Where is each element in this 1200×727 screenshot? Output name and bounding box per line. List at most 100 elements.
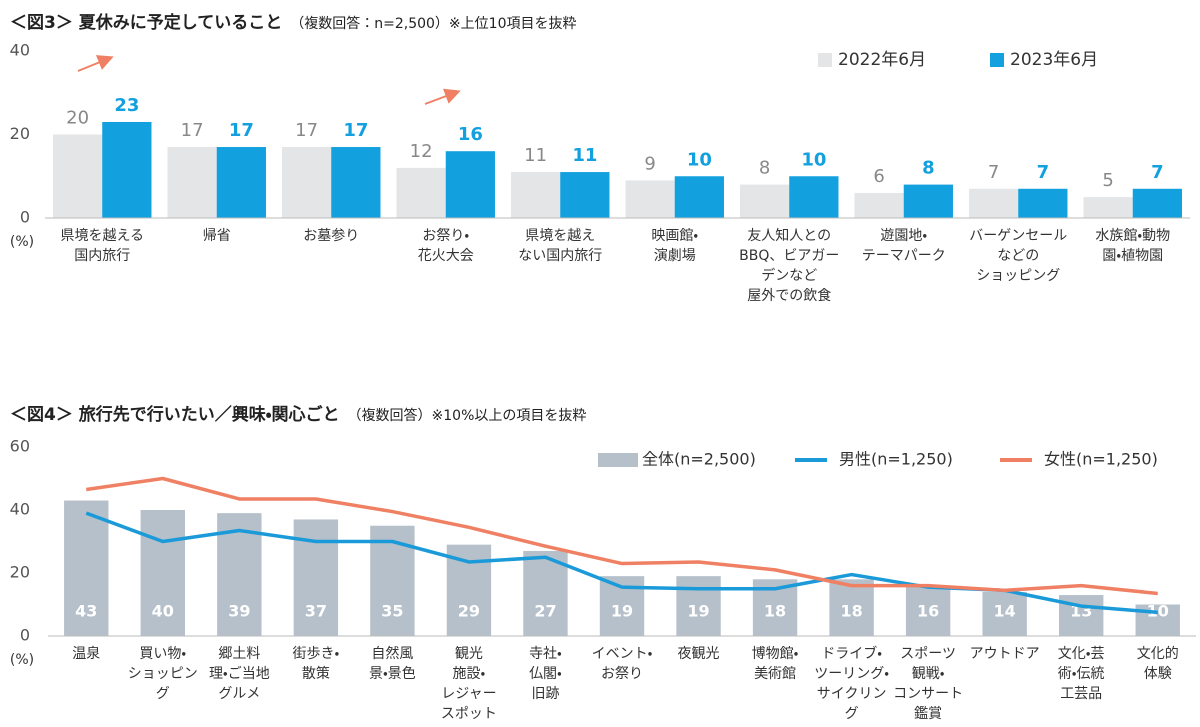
x-tick-label: 温泉: [72, 646, 101, 662]
x-tick-label: 寺社・ 仏閣・ 旧跡: [529, 646, 562, 702]
bar: [64, 500, 109, 636]
bar: [789, 176, 839, 218]
bar: [331, 147, 381, 218]
value-label: 23: [114, 95, 139, 116]
x-tick-label: 文化・芸 術・伝統 工芸品: [1057, 646, 1105, 702]
bar: [167, 147, 217, 218]
y-tick-label: 20: [10, 124, 30, 143]
x-tick-label: 友人知人との BBQ、ビアガー デンなど 屋外での飲食: [739, 228, 840, 304]
bar: [674, 176, 724, 218]
chart-title: ＜図3＞ 夏休みに予定していること （複数回答：n=2,500）※上位10項目を抜…: [10, 8, 576, 33]
value-label: 8: [922, 158, 935, 179]
y-tick-label: 0: [20, 626, 30, 645]
y-axis-label: (%): [10, 234, 34, 250]
x-tick-label: 買い物・ ショッピング: [127, 646, 198, 702]
legend-label: 2022年6月: [838, 50, 926, 70]
legend-label: 2023年6月: [1010, 50, 1098, 70]
x-tick-label: 帰省: [202, 228, 231, 244]
value-label: 43: [75, 602, 97, 621]
bar: [216, 147, 266, 218]
x-tick-label: 夜観光: [677, 646, 720, 662]
x-tick-label: 県境を越え ない国内旅行: [518, 228, 603, 264]
value-label: 10: [801, 149, 826, 170]
value-label: 11: [572, 145, 597, 166]
value-label: 7: [988, 162, 999, 183]
bar: [511, 172, 561, 218]
x-tick-label: 文化的 体験: [1136, 646, 1179, 682]
bar: [905, 585, 951, 636]
bar: [676, 576, 721, 636]
value-label: 17: [229, 120, 254, 141]
legend-swatch: [818, 53, 832, 67]
value-label: 19: [687, 602, 709, 621]
x-tick-label: 街歩き・ 散策: [292, 646, 340, 682]
value-label: 35: [381, 602, 403, 621]
value-label: 18: [840, 602, 862, 621]
bar: [1018, 188, 1068, 218]
value-label: 5: [1102, 170, 1113, 191]
legend-swatch: [598, 453, 638, 467]
value-label: 8: [759, 158, 770, 179]
value-label: 10: [687, 149, 712, 170]
y-tick-label: 0: [20, 208, 30, 227]
bar: [523, 550, 568, 636]
bar: [282, 147, 332, 218]
value-label: 6: [873, 166, 884, 187]
bar: [140, 510, 185, 636]
x-tick-label: 水族館・動物 園・植物園: [1095, 228, 1171, 264]
value-label: 40: [152, 602, 174, 621]
trend-arrow: [424, 88, 461, 105]
value-label: 7: [1037, 162, 1050, 183]
value-label: 29: [458, 602, 480, 621]
bar: [560, 172, 610, 218]
value-label: 9: [644, 153, 655, 174]
bar: [53, 134, 103, 218]
title-text: ＜図3＞ 夏休みに予定していること: [10, 13, 283, 33]
value-label: 17: [343, 120, 368, 141]
bar: [903, 184, 953, 218]
x-tick-label: 郷土料 理・ご当地 グルメ: [208, 646, 270, 702]
value-label: 18: [764, 602, 786, 621]
y-tick-label: 60: [10, 437, 30, 456]
bar: [969, 188, 1019, 218]
value-label: 20: [66, 108, 89, 129]
x-tick-label: スポーツ 観戦・ コンサート 鑑賞: [893, 646, 964, 722]
x-tick-label: お墓参り: [303, 228, 360, 244]
value-label: 17: [181, 120, 204, 141]
bar: [445, 151, 495, 218]
value-label: 14: [994, 602, 1016, 621]
x-tick-label: お祭り・ 花火大会: [417, 228, 474, 264]
value-label: 7: [1151, 162, 1164, 183]
trend-arrow: [77, 55, 114, 72]
value-label: 16: [917, 602, 939, 621]
y-tick-label: 40: [10, 41, 30, 60]
subtitle: （複数回答：n=2,500）※上位10項目を抜粋: [290, 16, 577, 32]
x-tick-label: 観光 施設・ レジャー スポット: [440, 646, 497, 722]
legend-label: 女性(n=1,250): [1044, 450, 1158, 469]
x-tick-label: 遊園地・ テーマパーク: [861, 228, 946, 264]
x-tick-label: アウトドア: [969, 646, 1040, 662]
value-label: 17: [295, 120, 318, 141]
bar: [1132, 188, 1182, 218]
x-tick-label: 博物館・ 美術館: [751, 646, 799, 682]
bar: [1083, 197, 1133, 218]
value-label: 27: [534, 602, 556, 621]
bar: [396, 167, 446, 218]
bar: [829, 579, 874, 636]
bar: [102, 121, 152, 218]
bar: [740, 184, 790, 218]
bar: [625, 180, 675, 218]
value-label: 19: [611, 602, 633, 621]
line: [86, 476, 1158, 596]
value-label: 39: [228, 602, 250, 621]
y-tick-label: 20: [10, 563, 30, 582]
subtitle: （複数回答）※10%以上の項目を抜粋: [347, 408, 587, 424]
bar: [982, 591, 1027, 636]
x-tick-label: ドライブ・ ツーリング・ サイクリング: [814, 646, 889, 722]
x-tick-label: バーゲンセール などの ショッピング: [969, 228, 1068, 284]
value-label: 37: [305, 602, 327, 621]
x-tick-label: イベント・ お祭り: [591, 646, 653, 682]
x-tick-label: 映画館・ 演劇場: [651, 228, 699, 264]
title-text: ＜図4＞ 旅行先で行いたい／興味・関心ごと: [10, 405, 340, 425]
y-axis-label: (%): [10, 652, 34, 668]
